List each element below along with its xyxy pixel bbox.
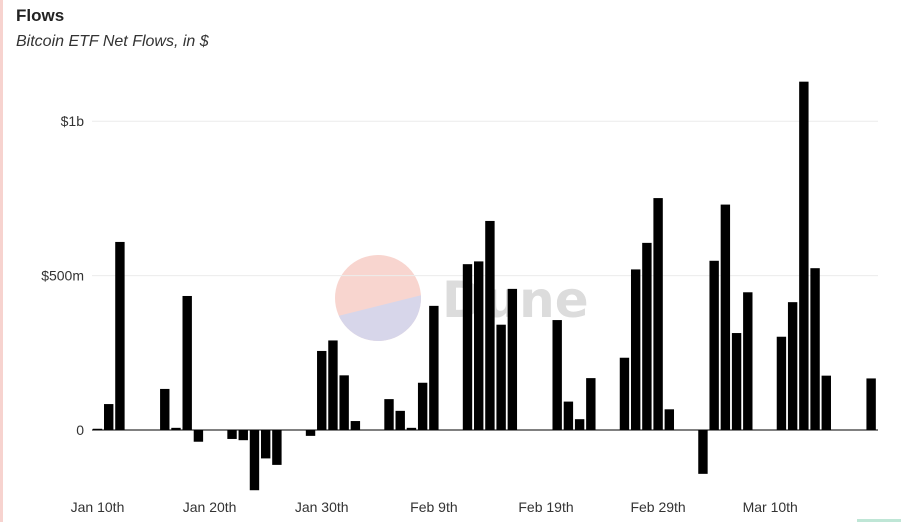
y-tick-label: $1b [61,113,85,129]
bar [810,268,820,430]
bar [787,302,798,430]
x-tick-label: Jan 10th [71,499,125,515]
bar [698,430,708,474]
bar [104,404,114,430]
bar [92,428,103,430]
bar [552,320,562,430]
x-tick-label: Feb 9th [410,499,457,515]
bar [485,220,495,430]
x-tick-label: Mar 10th [743,499,798,515]
y-axis-ticks: 0 $500m $1b [41,113,84,438]
bar [586,378,596,430]
y-tick-label: 0 [76,422,84,438]
y-tick-label: $500m [41,268,84,284]
bar [227,430,237,439]
x-tick-label: Jan 20th [183,499,237,515]
bar [574,419,585,430]
bar [160,388,170,430]
bar [384,399,394,430]
bar [182,295,192,430]
bar [328,340,338,430]
bar [642,242,652,430]
bar [709,260,719,430]
bar [776,336,787,430]
bar [619,357,630,430]
bar [417,382,428,430]
gridlines [92,120,878,431]
bar [115,241,125,430]
bar [238,430,248,441]
bar [653,198,663,430]
bar [193,430,204,442]
bar [260,430,271,459]
bar [350,421,361,430]
bar [866,378,876,430]
bar [720,204,731,430]
dune-watermark: Dune [335,255,589,341]
chart-title: Flows [16,6,65,25]
bar [630,269,641,430]
bar [821,375,831,430]
bar [305,430,316,436]
bar [563,401,574,430]
x-tick-label: Feb 29th [630,499,685,515]
bar [171,427,181,430]
bars [92,81,876,491]
bar [429,305,439,430]
bar [664,409,675,430]
bar [474,261,484,430]
bar [272,430,282,465]
x-tick-label: Feb 19th [518,499,573,515]
bar [395,410,405,430]
bar [496,324,506,430]
bar [731,333,742,430]
chart-subtitle: Bitcoin ETF Net Flows, in $ [16,33,209,50]
bar [406,427,417,430]
corner-tab [857,519,901,522]
bar [339,375,349,430]
bar [249,430,260,491]
x-tick-label: Jan 30th [295,499,349,515]
x-axis-ticks: Jan 10th Jan 20th Jan 30th Feb 9th Feb 19th F… [71,499,798,515]
bar [799,81,809,431]
bar [743,292,753,430]
bar [317,350,327,430]
bar [507,288,518,430]
bar [462,264,473,430]
